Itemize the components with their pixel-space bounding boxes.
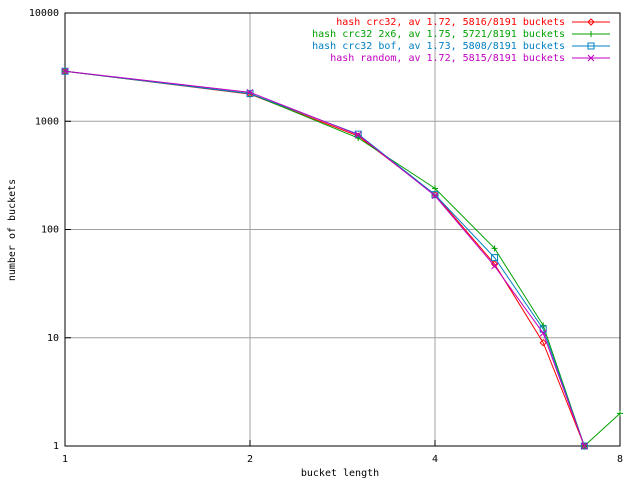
marker [581,442,588,450]
marker [61,67,69,75]
x-tick-label: 1 [62,454,68,465]
y-tick-label: 10 [47,333,59,344]
y-tick-label: 100 [41,225,59,236]
marker [246,90,254,98]
marker [431,192,439,200]
marker [617,410,623,417]
x-axis-label: bucket length [301,468,379,479]
series-line [64,70,585,447]
marker [587,42,595,50]
x-tick-label: 2 [247,454,253,465]
y-tick-label: 1 [53,441,59,452]
y-axis-label: number of buckets [7,179,18,281]
marker [355,135,362,142]
y-tick-label: 10000 [29,8,59,19]
marker [432,185,438,192]
legend-label: hash crc32 bof, av 1.73, 5808/8191 bucke… [312,41,565,52]
marker [491,254,499,262]
marker [491,262,498,270]
marker [246,88,254,96]
marker [431,191,439,199]
marker [580,442,588,450]
x-tick-label: 8 [617,454,623,465]
y-tick-label: 1000 [35,116,59,127]
x-tick-label: 4 [432,454,438,465]
marker [539,338,547,347]
marker [539,325,547,333]
marker [539,329,547,337]
marker [587,18,595,26]
marker [354,131,362,139]
marker [588,31,594,37]
legend-label: hash crc32, av 1.72, 5816/8191 buckets [336,17,565,28]
legend-label: hash crc32 2x6, av 1.75, 5721/8191 bucke… [312,29,565,40]
plot-border [64,12,621,447]
legend-label: hash random, av 1.72, 5815/8191 buckets [330,53,565,64]
marker [587,54,595,62]
marker [491,245,498,252]
